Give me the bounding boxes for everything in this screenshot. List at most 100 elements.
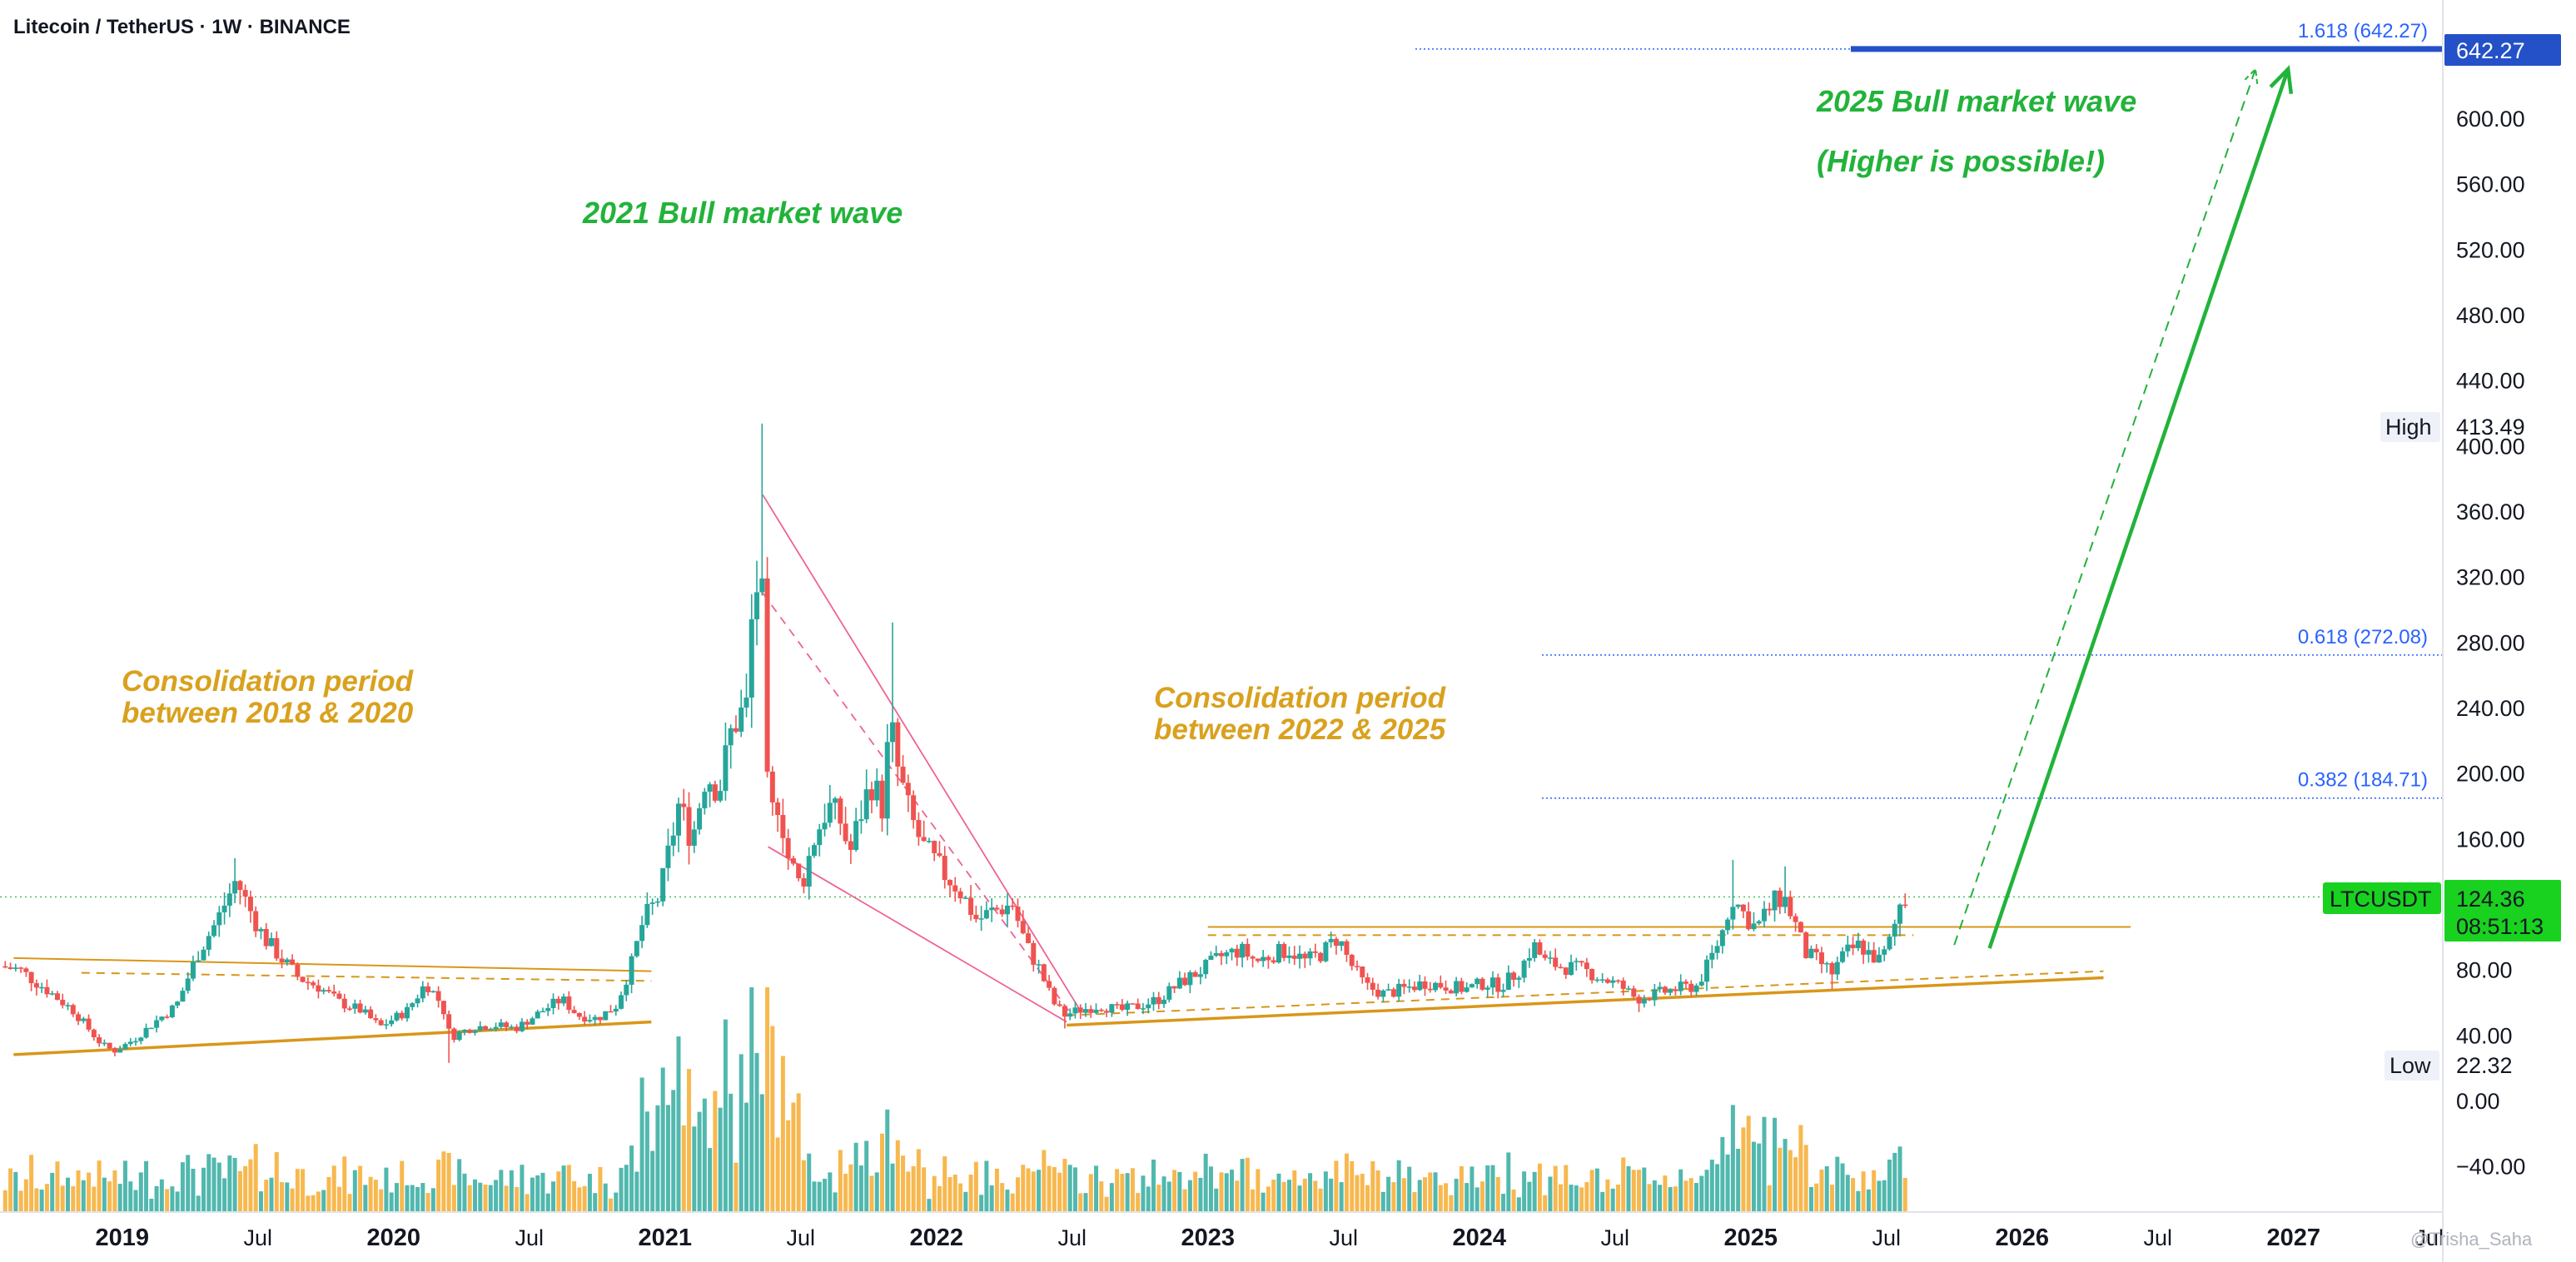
volume-bar	[744, 1102, 748, 1212]
volume-bar	[775, 1137, 780, 1212]
candle-body	[1240, 943, 1246, 958]
y-tick-label: 40.00	[2456, 1023, 2513, 1048]
candle-body	[1077, 1007, 1083, 1013]
volume-bar	[572, 1180, 577, 1212]
volume-bar	[697, 1111, 702, 1212]
volume-bar	[1543, 1195, 1548, 1212]
volume-bar	[321, 1190, 326, 1212]
candle-body	[743, 697, 749, 708]
candle-body	[748, 619, 754, 698]
volume-bar	[1559, 1184, 1563, 1212]
volume-bar	[1130, 1168, 1135, 1212]
candle-body	[1532, 942, 1538, 958]
candle-body	[1500, 990, 1506, 992]
candle-body	[430, 991, 436, 993]
candle-body	[957, 891, 963, 899]
volume-bar	[1793, 1157, 1798, 1212]
volume-bar	[97, 1160, 102, 1212]
y-tick-label: 320.00	[2456, 565, 2525, 590]
candle-body	[1861, 940, 1867, 955]
volume-bar	[1673, 1186, 1678, 1212]
volume-bar	[60, 1185, 65, 1212]
candle-body	[576, 1012, 582, 1017]
candle-body	[1808, 948, 1814, 958]
volume-bar	[1365, 1185, 1370, 1212]
candle-body	[216, 912, 222, 926]
volume-bar	[864, 1140, 869, 1212]
volume-bar	[149, 1199, 154, 1212]
candle-body	[1526, 957, 1532, 961]
volume-bar	[1506, 1152, 1511, 1212]
x-tick-label: Jul	[2414, 1225, 2444, 1250]
volume-bar	[1380, 1191, 1385, 1212]
candle-body	[1083, 1009, 1088, 1013]
volume-bar	[1751, 1141, 1756, 1212]
candle-body	[1604, 979, 1610, 983]
candle-body	[326, 990, 331, 991]
candle-body	[806, 856, 812, 887]
volume-bar	[812, 1181, 817, 1212]
candle-body	[1459, 981, 1465, 992]
volume-bar	[1104, 1196, 1109, 1212]
candle-body	[1156, 996, 1161, 1005]
volume-bar	[1474, 1187, 1479, 1212]
volume-bar	[66, 1177, 70, 1212]
volume-bar	[545, 1193, 550, 1212]
volume-bar	[1245, 1157, 1250, 1212]
volume-bar	[206, 1154, 211, 1212]
candle-body	[571, 1010, 577, 1013]
volume-bar	[107, 1181, 112, 1212]
candle-body	[900, 766, 906, 783]
volume-bar	[520, 1165, 525, 1212]
candle-body	[1010, 905, 1016, 907]
candle-body	[1250, 956, 1256, 959]
volume-bar	[1021, 1165, 1026, 1212]
volume-bar	[87, 1172, 92, 1212]
x-tick-label: Jul	[1872, 1225, 1901, 1250]
candle-body	[1892, 923, 1897, 937]
volume-bar	[39, 1190, 44, 1212]
volume-bar	[1688, 1178, 1693, 1212]
volume-bar	[280, 1182, 285, 1212]
candle-body	[362, 1009, 368, 1013]
candle-body	[1834, 961, 1840, 975]
volume-bar	[253, 1144, 258, 1212]
candle-body	[1302, 953, 1308, 959]
candle-body	[1176, 977, 1182, 989]
candle-body	[373, 1018, 379, 1021]
candle-body	[712, 784, 718, 801]
volume-bar	[671, 1090, 676, 1212]
volume-bar	[1094, 1165, 1099, 1212]
volume-bar	[1564, 1165, 1569, 1212]
candle-body	[1380, 990, 1386, 997]
candle-body	[1740, 904, 1746, 912]
candle-body	[697, 807, 703, 830]
candle-body	[863, 789, 869, 820]
volume-bar	[2, 1190, 7, 1212]
volume-bar	[551, 1181, 556, 1212]
volume-bar	[1078, 1193, 1083, 1212]
symbol-tag: LTCUSDT	[2330, 887, 2432, 912]
candle-body	[1803, 932, 1809, 958]
candle-body	[81, 1018, 87, 1021]
volume-bar	[274, 1152, 279, 1212]
volume-bar	[1704, 1170, 1709, 1212]
volume-bar	[347, 1194, 352, 1212]
volume-bar	[1271, 1180, 1276, 1212]
candle-body	[801, 877, 807, 887]
annotation-consolidation-2-line1: Consolidation period	[1154, 682, 1446, 714]
volume-bar	[791, 1102, 796, 1212]
volume-bar	[780, 1056, 785, 1212]
volume-bar	[1808, 1186, 1813, 1212]
low-label: Low	[2390, 1053, 2431, 1078]
volume-bar	[1235, 1180, 1240, 1212]
candle-body	[1433, 982, 1439, 991]
volume-bar	[1621, 1157, 1626, 1212]
volume-bar	[201, 1167, 206, 1212]
candle-body	[1454, 981, 1460, 994]
x-tick-label: Jul	[2143, 1225, 2172, 1250]
candle-body	[1521, 960, 1527, 978]
volume-bar	[1151, 1159, 1156, 1212]
candle-body	[718, 791, 724, 801]
